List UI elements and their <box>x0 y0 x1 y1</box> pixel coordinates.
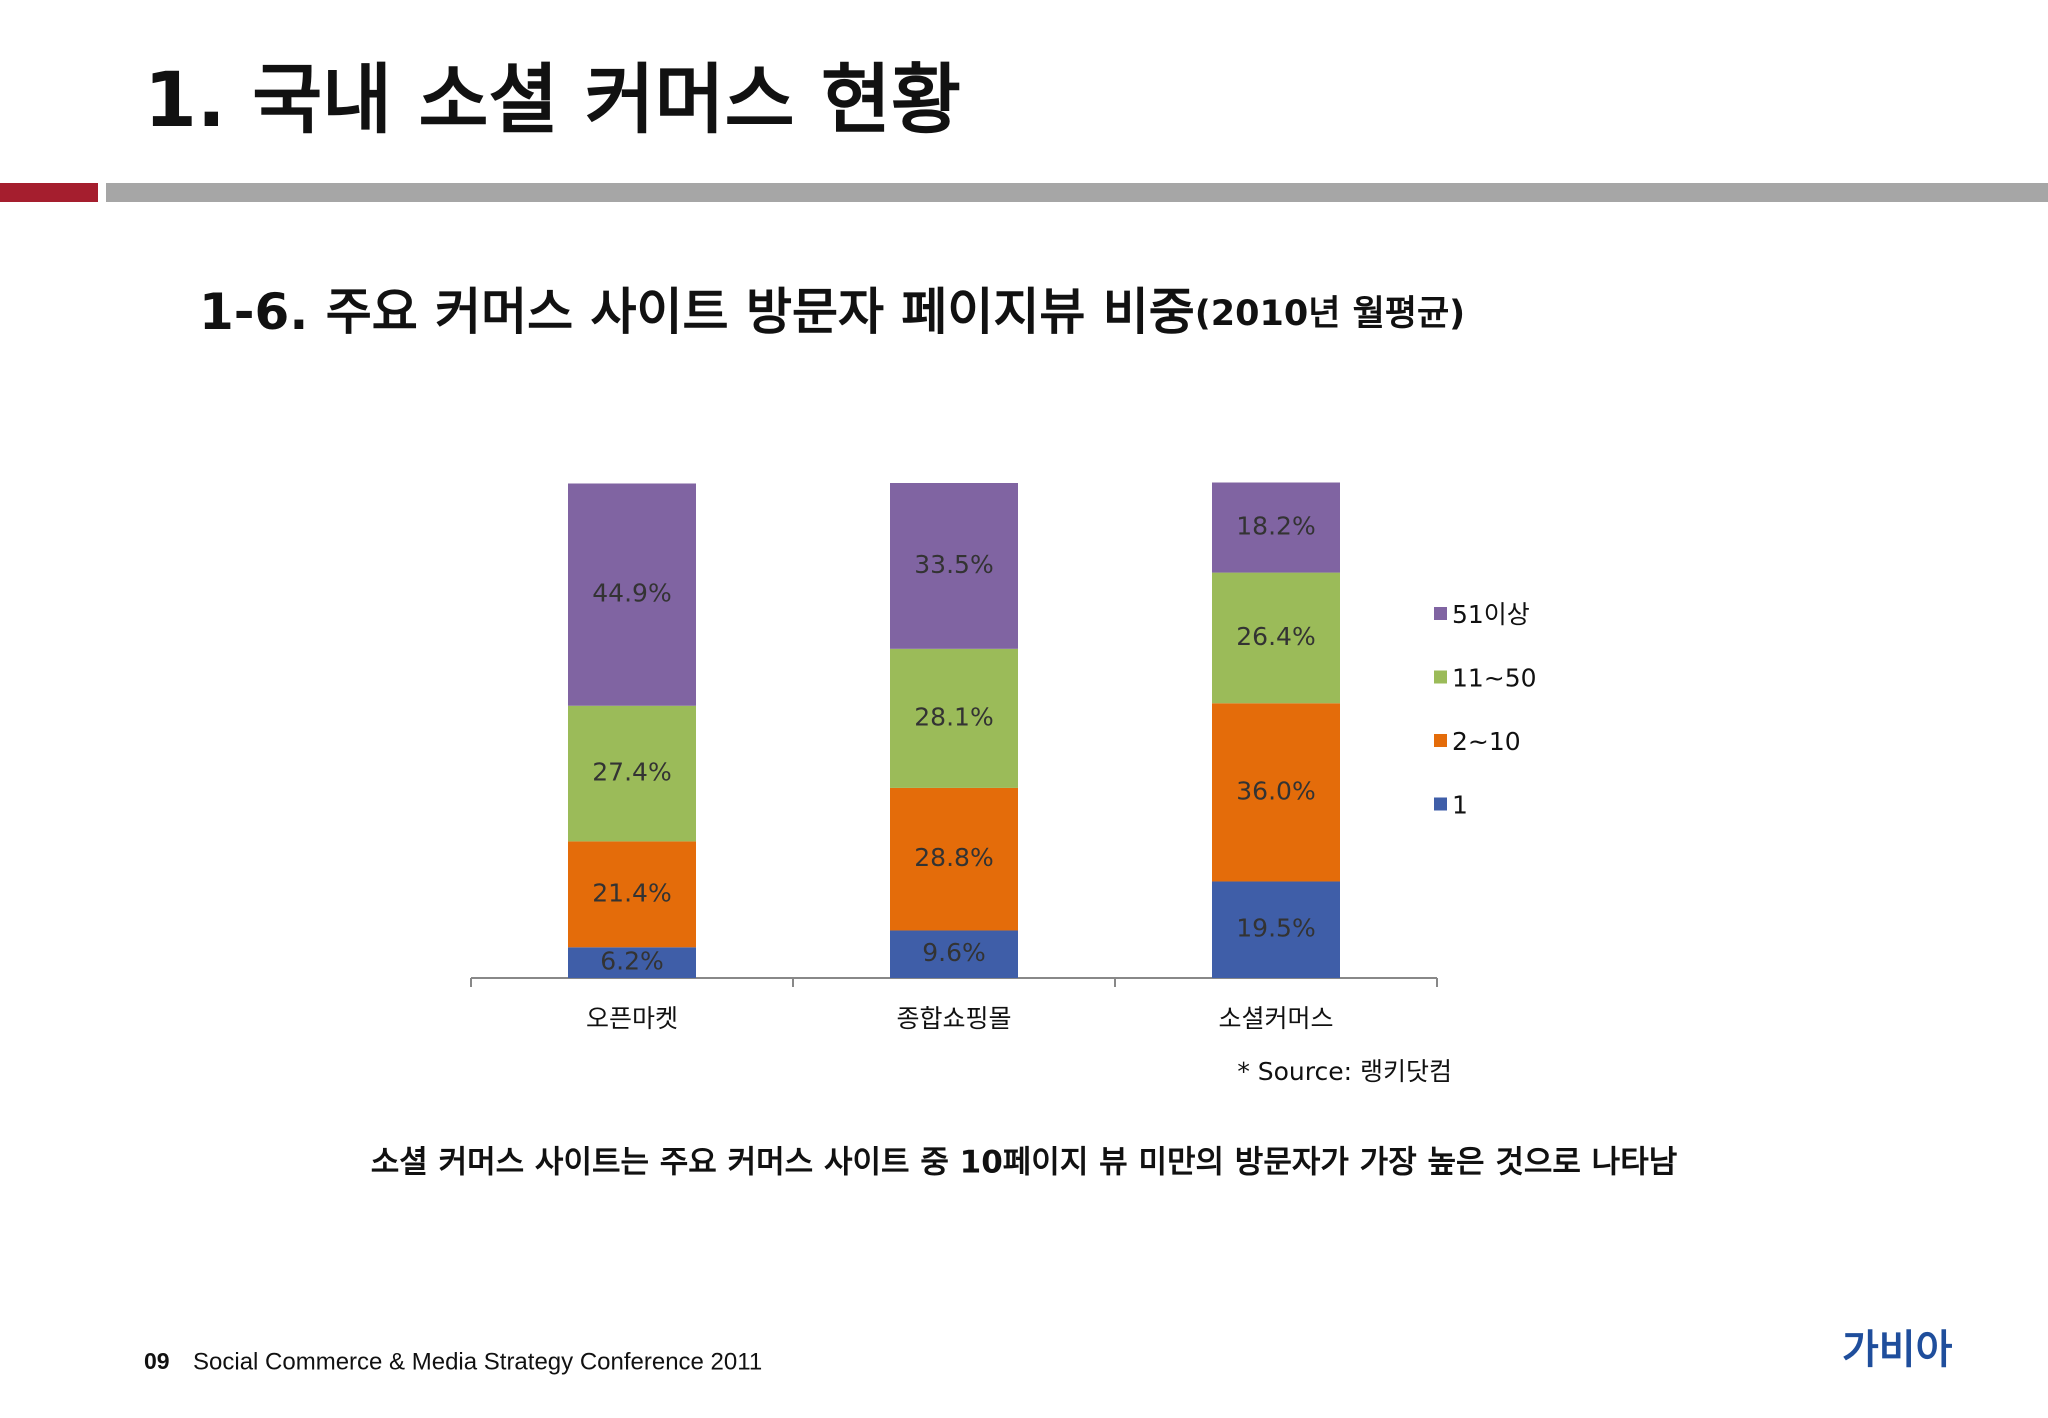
legend-label: 1 <box>1452 791 1468 820</box>
x-tick-label: 소셜커머스 <box>1218 1004 1333 1033</box>
bar-segment <box>890 787 1018 931</box>
bar-segment <box>1212 703 1340 882</box>
legend-swatch <box>1434 734 1447 747</box>
bar-segment <box>568 483 696 706</box>
bar-segment <box>568 841 696 948</box>
x-tick-label: 오픈마켓 <box>586 1004 678 1033</box>
chart-subtitle: (2010년 월평균) <box>1195 294 1465 334</box>
bar-segment <box>890 648 1018 788</box>
footer-text: Social Commerce & Media Strategy Confere… <box>193 1348 762 1375</box>
bar-segment <box>890 930 1018 978</box>
legend-label: 51이상 <box>1452 600 1530 629</box>
title-accent <box>0 183 98 202</box>
bar-segment <box>568 705 696 842</box>
data-label: 26.4% <box>1236 622 1315 651</box>
data-label: 33.5% <box>914 550 993 579</box>
caption: 소셜 커머스 사이트는 주요 커머스 사이트 중 10페이지 뷰 미만의 방문자… <box>371 1145 1678 1181</box>
data-label: 18.2% <box>1236 512 1315 541</box>
data-label: 27.4% <box>592 758 671 787</box>
data-label: 6.2% <box>600 947 664 976</box>
bar-segment <box>568 947 696 978</box>
data-label: 28.1% <box>914 702 993 731</box>
x-tick-label: 종합쇼핑몰 <box>896 1004 1011 1033</box>
data-label: 19.5% <box>1236 914 1315 943</box>
data-label: 9.6% <box>922 938 986 967</box>
title-rule <box>106 183 2048 202</box>
data-label: 36.0% <box>1236 776 1315 805</box>
data-label: 21.4% <box>592 878 671 907</box>
page-number: 09 <box>144 1348 170 1374</box>
legend-swatch <box>1434 670 1447 684</box>
data-label: 44.9% <box>592 579 671 608</box>
legend-label: 2~10 <box>1452 727 1521 756</box>
legend-swatch <box>1434 797 1447 811</box>
logo: 가비아 <box>1842 1327 1953 1373</box>
legend-swatch <box>1434 607 1447 620</box>
chart-title-main: 1-6. 주요 커머스 사이트 방문자 페이지뷰 비중 <box>199 283 1195 341</box>
data-label: 28.8% <box>914 843 993 872</box>
bar-segment <box>890 483 1018 649</box>
chart-title: 1-6. 주요 커머스 사이트 방문자 페이지뷰 비중(2010년 월평균) <box>199 283 1465 341</box>
legend-label: 11~50 <box>1452 664 1537 693</box>
bar-segment <box>1212 572 1340 704</box>
slide-title: 1. 국내 소셜 커머스 현황 <box>144 55 961 144</box>
bar-segment <box>1212 482 1340 573</box>
bar-segment <box>1212 881 1340 978</box>
source-note: * Source: 랭키닷컴 <box>1237 1057 1452 1086</box>
